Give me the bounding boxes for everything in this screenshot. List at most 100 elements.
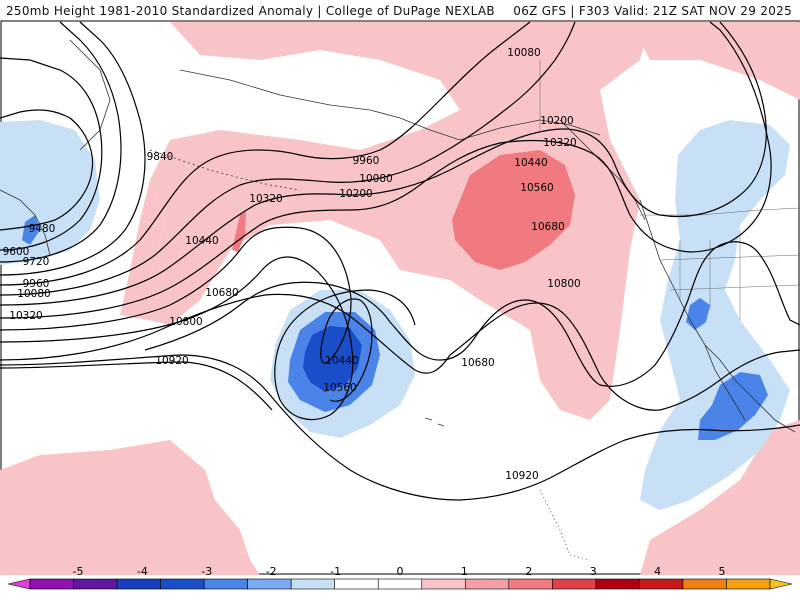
colorbar-segment: [203, 578, 248, 590]
colorbar-segment: [595, 578, 640, 590]
contour-10800: [0, 293, 451, 374]
colorbar-segment: [247, 578, 292, 590]
contour-labels: 10080 10200 10320 10440 10560 10680 9960…: [3, 47, 581, 482]
colorbar-segment: [116, 578, 161, 590]
colorbar-tick-label: -5: [73, 565, 84, 578]
pos-anomaly-southwest: [0, 440, 260, 575]
coast-pacific-islands: [539, 489, 591, 561]
height-label: 10560: [520, 182, 553, 194]
coast-kamchatka: [69, 39, 111, 151]
coastlines: [0, 39, 796, 561]
coast-us-west: [639, 199, 736, 381]
colorbar-tick-label: 2: [525, 565, 532, 578]
map-title: 250mb Height 1981-2010 Standardized Anom…: [6, 4, 495, 18]
colorbar-tick-label: -2: [266, 565, 277, 578]
map-frame: [0, 20, 800, 575]
height-label: 10440: [325, 355, 358, 367]
contour-10680: [144, 241, 800, 387]
colorbar-tick-label: -1: [330, 565, 341, 578]
contour-9600: [0, 57, 103, 251]
contour-10080: [0, 21, 576, 296]
colorbar-segment: [160, 578, 205, 590]
coast-aleutians: [149, 149, 301, 191]
anomaly-shading: [0, 22, 800, 575]
contour-9480: [0, 109, 94, 231]
pos-anomaly-left: [120, 180, 165, 320]
colorbar-segment: [29, 578, 74, 590]
height-label: 10320: [543, 137, 576, 149]
height-label: 9960: [353, 155, 380, 167]
pos2-anomaly-gulf: [452, 150, 575, 270]
height-label: 10920: [505, 470, 538, 482]
height-label: 10800: [169, 316, 202, 328]
contour-10920-south: [0, 361, 273, 411]
height-label: 10200: [540, 115, 573, 127]
colorbar-arrow-right: [769, 578, 793, 590]
neg2-anomaly-east-a: [686, 298, 710, 330]
height-label: 10680: [531, 221, 564, 233]
height-label: 9600: [3, 246, 30, 258]
height-label: 10440: [185, 235, 218, 247]
colorbar-segment: [639, 578, 684, 590]
colorbar-segment: [421, 578, 466, 590]
height-label: 10080: [17, 288, 50, 300]
contour-10200: [0, 21, 767, 306]
height-label: 10680: [461, 357, 494, 369]
height-label: 9840: [147, 151, 174, 163]
pos-anomaly-southeast: [640, 420, 800, 575]
contour-10800-east: [449, 302, 800, 411]
neg2-anomaly-east-b: [698, 372, 768, 440]
height-label: 10560: [323, 382, 356, 394]
height-label: 10200: [339, 188, 372, 200]
contour-9840: [0, 21, 146, 276]
height-label: 10320: [9, 310, 42, 322]
colorbar-ticks: -5 -4 -3 -2 -1 0 1 2 3 4 5: [73, 565, 726, 578]
height-label: 10680: [205, 287, 238, 299]
contour-9960: [0, 21, 531, 286]
pos-anomaly-top: [148, 22, 650, 420]
boundary-canada-us: [640, 207, 800, 216]
height-label: 9960: [23, 278, 50, 290]
coast-baja: [704, 344, 746, 421]
colorbar-tick-label: 0: [397, 565, 404, 578]
colorbar-tick-label: 3: [590, 565, 597, 578]
colorbar-tick-label: 1: [461, 565, 468, 578]
boundaries: [539, 60, 800, 320]
colorbar-arrow-left: [7, 578, 31, 590]
colorbar-segment: [334, 578, 379, 590]
height-label: 10320: [249, 193, 282, 205]
height-label: 10800: [547, 278, 580, 290]
colorbar-segment: [552, 578, 597, 590]
height-label: 10080: [507, 47, 540, 59]
contour-9720: [0, 21, 122, 263]
height-label: 10440: [514, 157, 547, 169]
boundary-states-1: [679, 230, 741, 320]
colorbar-tick-label: 5: [719, 565, 726, 578]
colorbar-tick-label: 4: [654, 565, 661, 578]
neg3-anomaly-core: [303, 326, 362, 392]
colorbar: [7, 578, 793, 590]
coast-hawaii: [424, 417, 445, 427]
colorbar-tick-label: -3: [201, 565, 212, 578]
model-run-label: 06Z GFS | F303 Valid: 21Z SAT NOV 29 202…: [513, 4, 792, 18]
height-label: 10080: [359, 173, 392, 185]
colorbar-segment: [377, 578, 423, 590]
neg2-anomaly-west: [22, 215, 40, 245]
height-label: 9720: [23, 256, 50, 268]
colorbar-segment: [508, 578, 553, 590]
height-contours: [0, 21, 800, 501]
contour-10320: [0, 21, 772, 319]
height-label: 10920: [155, 355, 188, 367]
colorbar-segment: [73, 578, 118, 590]
colorbar-segment: [726, 578, 771, 590]
coast-mexico: [734, 379, 796, 433]
contour-10560: [0, 256, 416, 421]
colorbar-tick-label: -4: [137, 565, 148, 578]
colorbar-segment: [290, 578, 336, 590]
colorbar-segment: [682, 578, 727, 590]
contour-10920: [0, 354, 800, 501]
height-label: 9480: [29, 223, 56, 235]
pos-anomaly-northeast: [630, 22, 800, 100]
